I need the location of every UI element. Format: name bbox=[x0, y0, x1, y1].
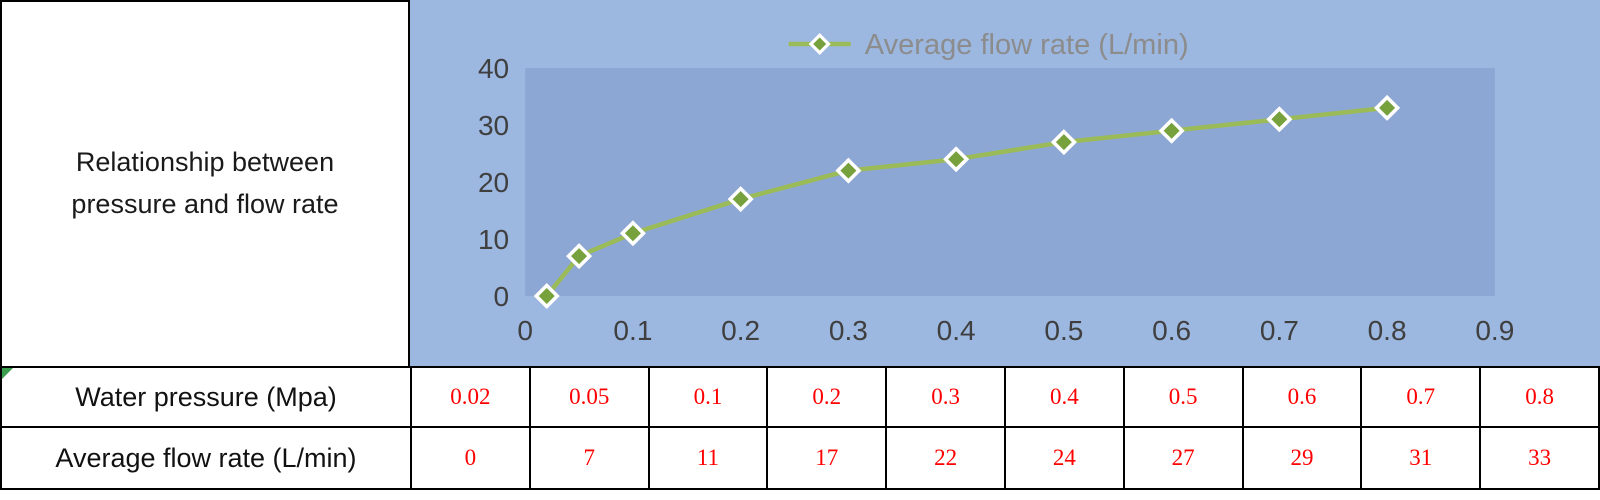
y-axis-tick-label: 0 bbox=[494, 281, 510, 312]
row-values-average-flow-rate: 0 7 11 17 22 24 27 29 31 33 bbox=[412, 428, 1598, 488]
data-marker bbox=[840, 162, 857, 179]
table-value-cell[interactable]: 0.6 bbox=[1243, 368, 1363, 426]
x-axis-tick-label: 0.1 bbox=[613, 315, 652, 346]
table-value-cell[interactable]: 31 bbox=[1362, 428, 1482, 488]
data-marker bbox=[1055, 134, 1072, 151]
top-section: Relationship between pressure and flow r… bbox=[0, 0, 1600, 366]
chart-area[interactable]: 0 10 20 30 40 0 0.1 0.2 0.3 0.4 0.5 0.6 0.7 0.8 0.9 Ave… bbox=[410, 0, 1600, 366]
table-value-cell[interactable]: 0.3 bbox=[887, 368, 1006, 426]
x-axis-tick-label: 0.6 bbox=[1152, 315, 1191, 346]
x-axis-tick-label: 0.3 bbox=[829, 315, 868, 346]
y-axis-tick-label: 40 bbox=[478, 53, 509, 84]
plot-area bbox=[525, 68, 1495, 296]
legend-label: Average flow rate (L/min) bbox=[865, 29, 1189, 61]
table-value-cell[interactable]: 7 bbox=[530, 428, 650, 488]
y-axis-tick-label: 10 bbox=[478, 224, 509, 255]
x-axis-tick-label: 0.5 bbox=[1044, 315, 1083, 346]
table-value-cell[interactable]: 33 bbox=[1481, 428, 1598, 488]
x-axis-tick-label: 0.9 bbox=[1475, 315, 1514, 346]
table-value-cell[interactable]: 24 bbox=[1005, 428, 1125, 488]
series-line bbox=[544, 105, 1388, 298]
data-table: Water pressure (Mpa) 0.02 0.05 0.1 0.2 0.3 0.… bbox=[0, 366, 1600, 490]
y-axis-tick-label: 30 bbox=[478, 110, 509, 141]
chart-title-cell[interactable]: Relationship between pressure and flow r… bbox=[0, 0, 410, 366]
legend-marker bbox=[813, 37, 827, 51]
table-value-cell[interactable]: 29 bbox=[1243, 428, 1363, 488]
table-value-cell[interactable]: 0.4 bbox=[1005, 368, 1125, 426]
y-axis-tick-label: 20 bbox=[478, 167, 509, 198]
table-value-cell[interactable]: 0.05 bbox=[530, 368, 650, 426]
x-axis-tick-label: 0.7 bbox=[1260, 315, 1299, 346]
row-values-water-pressure: 0.02 0.05 0.1 0.2 0.3 0.4 0.5 0.6 0.7 0.8 bbox=[412, 368, 1598, 426]
table-value-cell[interactable]: 0.8 bbox=[1481, 368, 1598, 426]
chart-title: Relationship between pressure and flow r… bbox=[71, 147, 339, 219]
table-value-cell[interactable]: 17 bbox=[768, 428, 888, 488]
table-row: Average flow rate (L/min) 0 7 11 17 22 24 27 29… bbox=[2, 428, 1598, 488]
chart-svg: 0 10 20 30 40 0 0.1 0.2 0.3 0.4 0.5 0.6 0.7 0.8 0.9 Ave… bbox=[478, 29, 1514, 346]
data-marker bbox=[948, 151, 965, 168]
table-value-cell[interactable]: 0 bbox=[412, 428, 531, 488]
x-axis-tick-label: 0 bbox=[517, 315, 533, 346]
table-value-cell[interactable]: 22 bbox=[887, 428, 1006, 488]
x-axis-tick-label: 0.2 bbox=[721, 315, 760, 346]
table-value-cell[interactable]: 0.5 bbox=[1124, 368, 1244, 426]
data-marker bbox=[1271, 111, 1288, 128]
x-axis-tick-label: 0.8 bbox=[1368, 315, 1407, 346]
x-axis-tick-label: 0.4 bbox=[937, 315, 976, 346]
table-value-cell[interactable]: 0.7 bbox=[1362, 368, 1482, 426]
table-value-cell[interactable]: 27 bbox=[1124, 428, 1244, 488]
cell-error-indicator-icon bbox=[2, 368, 13, 379]
table-value-cell[interactable]: 0.1 bbox=[649, 368, 769, 426]
row-label-average-flow-rate[interactable]: Average flow rate (L/min) bbox=[2, 428, 412, 488]
table-value-cell[interactable]: 0.2 bbox=[768, 368, 888, 426]
table-value-cell[interactable]: 0.02 bbox=[412, 368, 531, 426]
row-label-water-pressure[interactable]: Water pressure (Mpa) bbox=[2, 368, 412, 426]
table-value-cell[interactable]: 11 bbox=[649, 428, 769, 488]
table-row: Water pressure (Mpa) 0.02 0.05 0.1 0.2 0.3 0.… bbox=[2, 368, 1598, 428]
data-marker bbox=[1379, 99, 1396, 116]
